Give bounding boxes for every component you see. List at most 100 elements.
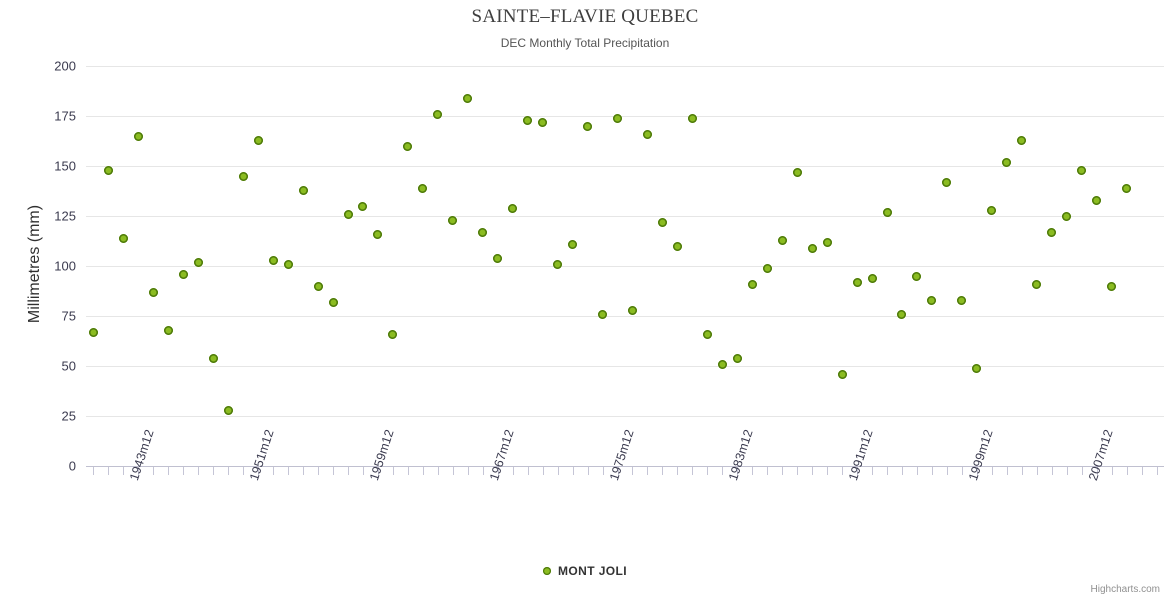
data-point[interactable] xyxy=(448,215,458,225)
data-point[interactable] xyxy=(762,263,772,273)
data-point[interactable] xyxy=(88,327,98,337)
data-point[interactable] xyxy=(358,201,368,211)
data-point[interactable] xyxy=(1002,157,1012,167)
data-point[interactable] xyxy=(732,353,742,363)
data-point[interactable] xyxy=(657,217,667,227)
data-point[interactable] xyxy=(193,257,203,267)
data-point[interactable] xyxy=(373,229,383,239)
data-point[interactable] xyxy=(163,325,173,335)
data-point[interactable] xyxy=(702,329,712,339)
data-point[interactable] xyxy=(747,279,757,289)
data-point[interactable] xyxy=(613,113,622,123)
data-point[interactable] xyxy=(238,171,248,181)
data-point[interactable] xyxy=(822,237,832,247)
x-axis-tick xyxy=(572,467,574,475)
gridline xyxy=(86,216,1164,217)
data-point[interactable] xyxy=(1047,227,1057,237)
x-axis-tick xyxy=(1126,467,1128,475)
data-point[interactable] xyxy=(672,241,682,251)
data-point[interactable] xyxy=(897,309,907,319)
data-point[interactable] xyxy=(508,203,518,213)
data-point[interactable] xyxy=(208,353,218,363)
data-point[interactable] xyxy=(627,305,637,315)
data-point[interactable] xyxy=(852,277,862,287)
data-point[interactable] xyxy=(553,259,563,269)
data-point[interactable] xyxy=(583,121,593,131)
data-point[interactable] xyxy=(942,177,952,187)
x-axis-tick xyxy=(392,467,394,475)
data-point[interactable] xyxy=(118,233,128,243)
data-point[interactable] xyxy=(133,131,143,141)
y-axis-tick-label: 75 xyxy=(61,308,76,324)
data-point[interactable] xyxy=(882,207,892,217)
data-point[interactable] xyxy=(642,129,652,139)
data-point[interactable] xyxy=(1122,183,1132,193)
data-point[interactable] xyxy=(1077,165,1087,175)
data-point[interactable] xyxy=(148,287,158,297)
x-axis-tick xyxy=(1051,467,1053,475)
data-point[interactable] xyxy=(807,243,817,253)
data-point[interactable] xyxy=(253,135,263,145)
x-axis-tick xyxy=(767,467,769,475)
legend-item-label: MONT JOLI xyxy=(558,564,627,579)
credits-link[interactable]: Highcharts.com xyxy=(1090,584,1160,595)
data-point[interactable] xyxy=(388,329,398,339)
data-point[interactable] xyxy=(1062,211,1072,221)
x-axis-tick xyxy=(797,467,799,475)
data-point[interactable] xyxy=(433,109,443,119)
legend: MONT JOLI xyxy=(0,563,1170,578)
data-point[interactable] xyxy=(687,113,697,123)
data-point[interactable] xyxy=(1017,135,1027,145)
data-point[interactable] xyxy=(523,115,533,125)
data-point[interactable] xyxy=(972,363,982,373)
x-axis-tick xyxy=(527,467,529,475)
data-point[interactable] xyxy=(717,359,727,369)
y-axis-tick-label: 175 xyxy=(54,108,76,124)
data-point[interactable] xyxy=(538,117,548,127)
data-point[interactable] xyxy=(1092,195,1102,205)
data-point[interactable] xyxy=(987,205,997,215)
x-axis-tick xyxy=(901,467,903,475)
data-point[interactable] xyxy=(463,93,473,103)
data-point[interactable] xyxy=(313,281,323,291)
x-axis-tick xyxy=(707,467,709,475)
x-axis-tick xyxy=(377,467,379,475)
data-point[interactable] xyxy=(777,235,787,245)
x-axis-tick xyxy=(991,467,993,475)
data-point[interactable] xyxy=(927,295,937,305)
data-point[interactable] xyxy=(178,269,188,279)
data-point[interactable] xyxy=(837,369,847,379)
data-point[interactable] xyxy=(493,253,503,263)
data-point[interactable] xyxy=(328,297,338,307)
x-axis-tick xyxy=(512,467,514,475)
data-point[interactable] xyxy=(418,183,428,193)
x-axis-tick xyxy=(961,467,963,475)
x-axis-tick xyxy=(108,467,110,475)
data-point[interactable] xyxy=(792,167,802,177)
data-point[interactable] xyxy=(1107,281,1117,291)
x-axis-tick xyxy=(887,467,888,475)
data-point[interactable] xyxy=(223,405,233,415)
data-point[interactable] xyxy=(343,209,353,219)
legend-item[interactable]: MONT JOLI xyxy=(543,563,627,578)
chart-title: SAINTE–FLAVIE QUEBEC xyxy=(471,6,699,27)
x-axis-tick xyxy=(1156,467,1158,475)
data-point[interactable] xyxy=(268,255,278,265)
x-axis-tick xyxy=(362,467,364,475)
data-point[interactable] xyxy=(957,295,967,305)
data-point[interactable] xyxy=(912,271,922,281)
x-axis-tick xyxy=(183,467,185,475)
x-axis-tick xyxy=(1006,467,1008,475)
data-point[interactable] xyxy=(1032,279,1042,289)
gridline xyxy=(86,166,1164,167)
data-point[interactable] xyxy=(403,141,413,151)
x-axis-tick xyxy=(857,467,859,475)
data-point[interactable] xyxy=(103,165,113,175)
x-axis-tick xyxy=(677,467,679,475)
data-point[interactable] xyxy=(298,185,308,195)
data-point[interactable] xyxy=(478,227,488,237)
data-point[interactable] xyxy=(867,273,877,283)
data-point[interactable] xyxy=(598,309,608,319)
data-point[interactable] xyxy=(283,259,293,269)
data-point[interactable] xyxy=(568,239,578,249)
